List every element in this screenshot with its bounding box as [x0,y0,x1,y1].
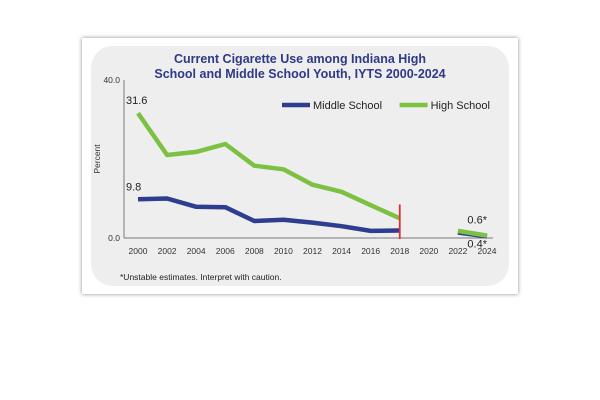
x-tick-label: 2014 [332,246,351,256]
chart-panel [91,46,509,286]
x-tick-label: 2018 [390,246,409,256]
legend-label: Middle School [313,100,382,112]
series-line-middle-school [137,196,400,234]
x-tick-label: 2008 [245,246,264,256]
x-tick-label: 2002 [158,246,177,256]
x-tick-label: 2016 [361,246,380,256]
x-tick-label: 2004 [187,246,206,256]
line-chart: 40.0 0.0 Percent 2000 2002 2004 2006 2008 2010 20… [92,75,497,256]
chart-card: Current Cigarette Use among Indiana High… [82,38,518,294]
data-label: 0.4* [467,238,487,250]
x-tick-label: 2012 [303,246,322,256]
x-tick-label: 2010 [274,246,293,256]
series-line-high-school [136,111,401,221]
y-tick-label: 0.0 [108,233,120,243]
data-label: 0.6* [467,215,487,227]
legend-label: High School [431,100,490,112]
x-tick-label: 2006 [216,246,235,256]
series-line-high-school [457,228,488,238]
x-tick-label: 2020 [419,246,438,256]
y-axis-title: Percent [92,144,102,174]
chart-footnote: *Unstable estimates. Interpret with caut… [120,272,282,282]
chart-title-line-2: School and Middle School Youth, IYTS 200… [154,67,446,81]
chart-title-line-1: Current Cigarette Use among Indiana High [173,52,427,66]
x-tick-label: 2024 [478,246,497,256]
x-tick-label: 2000 [129,246,148,256]
y-tick-label: 40.0 [103,75,120,85]
data-label: 31.6 [126,95,147,107]
data-label: 9.8 [126,181,141,193]
x-tick-label: 2022 [448,246,467,256]
chart-title: Current Cigarette Use among Indiana High… [82,52,518,82]
